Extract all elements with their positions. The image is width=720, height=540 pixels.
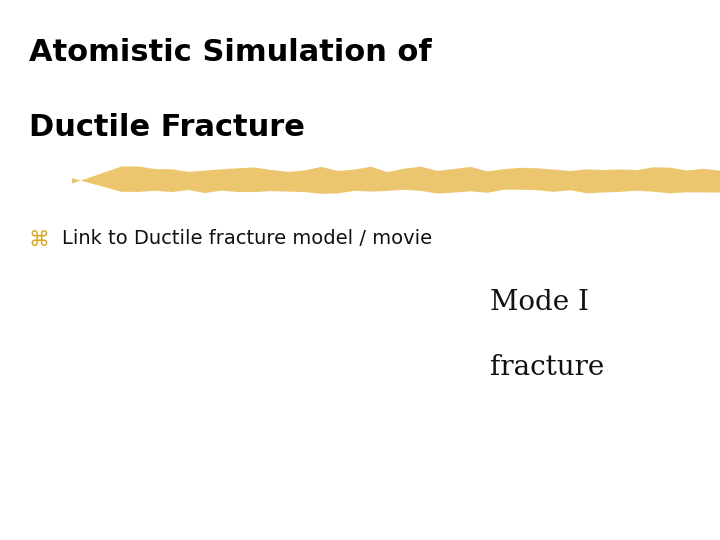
Polygon shape	[72, 166, 720, 194]
Text: ⌘: ⌘	[29, 230, 50, 249]
Text: Mode I: Mode I	[490, 289, 588, 316]
Text: Link to Ductile fracture model / movie: Link to Ductile fracture model / movie	[62, 230, 432, 248]
Text: Atomistic Simulation of: Atomistic Simulation of	[29, 38, 431, 67]
Text: fracture: fracture	[490, 354, 604, 381]
Text: Ductile Fracture: Ductile Fracture	[29, 113, 305, 143]
